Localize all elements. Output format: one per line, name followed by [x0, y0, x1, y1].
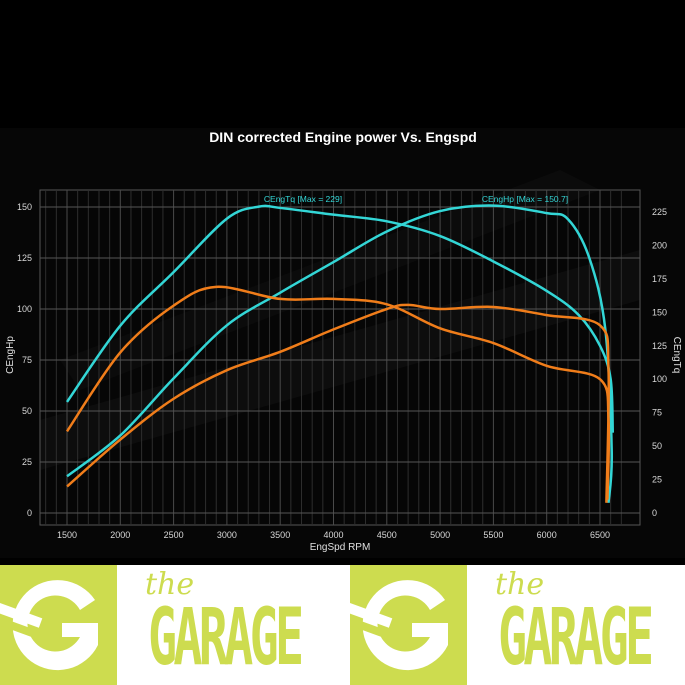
series-line-cengtq — [65, 204, 615, 433]
chart-title: DIN corrected Engine power Vs. Engspd — [209, 129, 477, 145]
left-tick-label: 0 — [27, 508, 32, 518]
right-tick-label: 150 — [652, 307, 667, 317]
logo-text-the: the — [145, 567, 195, 602]
x-tick-label: 4500 — [377, 530, 397, 540]
left-tick-label: 75 — [22, 355, 32, 365]
left-axis-ticks: 0 25 50 75 100 125 150 — [17, 202, 32, 518]
logo-text-the: the — [495, 567, 545, 602]
right-axis-ticks: 0 25 50 75 100 125 150 175 200 225 — [652, 207, 667, 518]
x-tick-label: 6500 — [590, 530, 610, 540]
garage-logo: the GARAGE — [0, 565, 350, 685]
x-tick-label: 2500 — [164, 530, 184, 540]
series-label-cengtq: CEngTq [Max = 229] — [264, 194, 342, 204]
right-axis-label: CEngTq — [671, 337, 682, 374]
left-tick-label: 25 — [22, 457, 32, 467]
x-tick-label: 1500 — [57, 530, 77, 540]
garage-g-wrench-icon — [350, 565, 467, 685]
x-tick-label: 5500 — [483, 530, 503, 540]
right-tick-label: 50 — [652, 441, 662, 451]
right-tick-label: 125 — [652, 341, 667, 351]
right-tick-label: 100 — [652, 374, 667, 384]
left-tick-label: 125 — [17, 253, 32, 263]
x-tick-label: 2000 — [110, 530, 130, 540]
logo-text-garage: GARAGE — [498, 593, 654, 683]
series-line-stock-right-3 — [65, 285, 611, 500]
x-tick-label: 5000 — [430, 530, 450, 540]
left-tick-label: 50 — [22, 406, 32, 416]
x-tick-label: 4000 — [323, 530, 343, 540]
series-group — [65, 204, 615, 503]
right-tick-label: 200 — [652, 240, 667, 250]
chart-panel — [0, 128, 685, 558]
series-line-cenghp — [66, 204, 614, 503]
x-tick-label: 3000 — [217, 530, 237, 540]
series-line-stock-left-2 — [66, 303, 611, 503]
left-tick-label: 150 — [17, 202, 32, 212]
garage-g-wrench-icon — [0, 565, 117, 685]
right-tick-label: 225 — [652, 207, 667, 217]
garage-logo-repeat: the GARAGE — [350, 565, 685, 685]
left-tick-label: 100 — [17, 304, 32, 314]
garage-banner: the GARAGE the GARAGE — [0, 565, 685, 685]
dyno-chart: DIN corrected Engine power Vs. Engspd 15… — [0, 128, 685, 558]
right-tick-label: 0 — [652, 508, 657, 518]
right-tick-label: 75 — [652, 408, 662, 418]
x-axis-label: EngSpd RPM — [310, 542, 371, 553]
series-label-cenghp: CEngHp [Max = 150.7] — [482, 194, 568, 204]
x-tick-label: 3500 — [270, 530, 290, 540]
right-tick-label: 175 — [652, 274, 667, 284]
x-tick-label: 6000 — [537, 530, 557, 540]
grid — [40, 190, 640, 525]
logo-text-garage: GARAGE — [148, 593, 304, 683]
plot-frame — [39, 189, 641, 526]
x-axis-ticks: 1500 2000 2500 3000 3500 4000 4500 5000 5500 6000… — [57, 530, 610, 540]
right-tick-label: 25 — [652, 475, 662, 485]
left-axis-label: CEngHp — [5, 336, 16, 374]
